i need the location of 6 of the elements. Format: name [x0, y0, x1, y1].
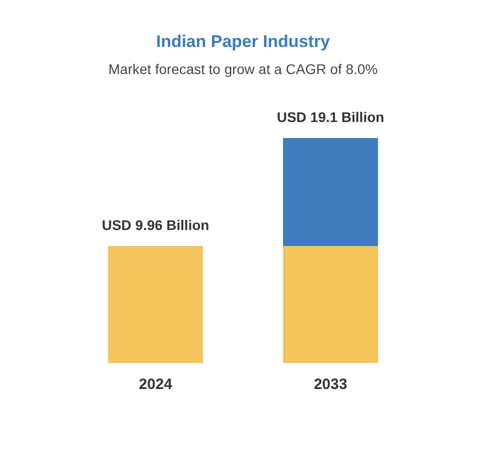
total-label: USD 9.96 Billion [102, 217, 210, 233]
x-tick-label: 2033 [314, 376, 348, 393]
x-tick-label: 2024 [138, 376, 173, 393]
chart-subtitle: Market forecast to grow at a CAGR of 8.0% [108, 61, 378, 77]
chart-title: Indian Paper Industry [156, 32, 330, 51]
total-label: USD 19.1 Billion [276, 109, 384, 125]
